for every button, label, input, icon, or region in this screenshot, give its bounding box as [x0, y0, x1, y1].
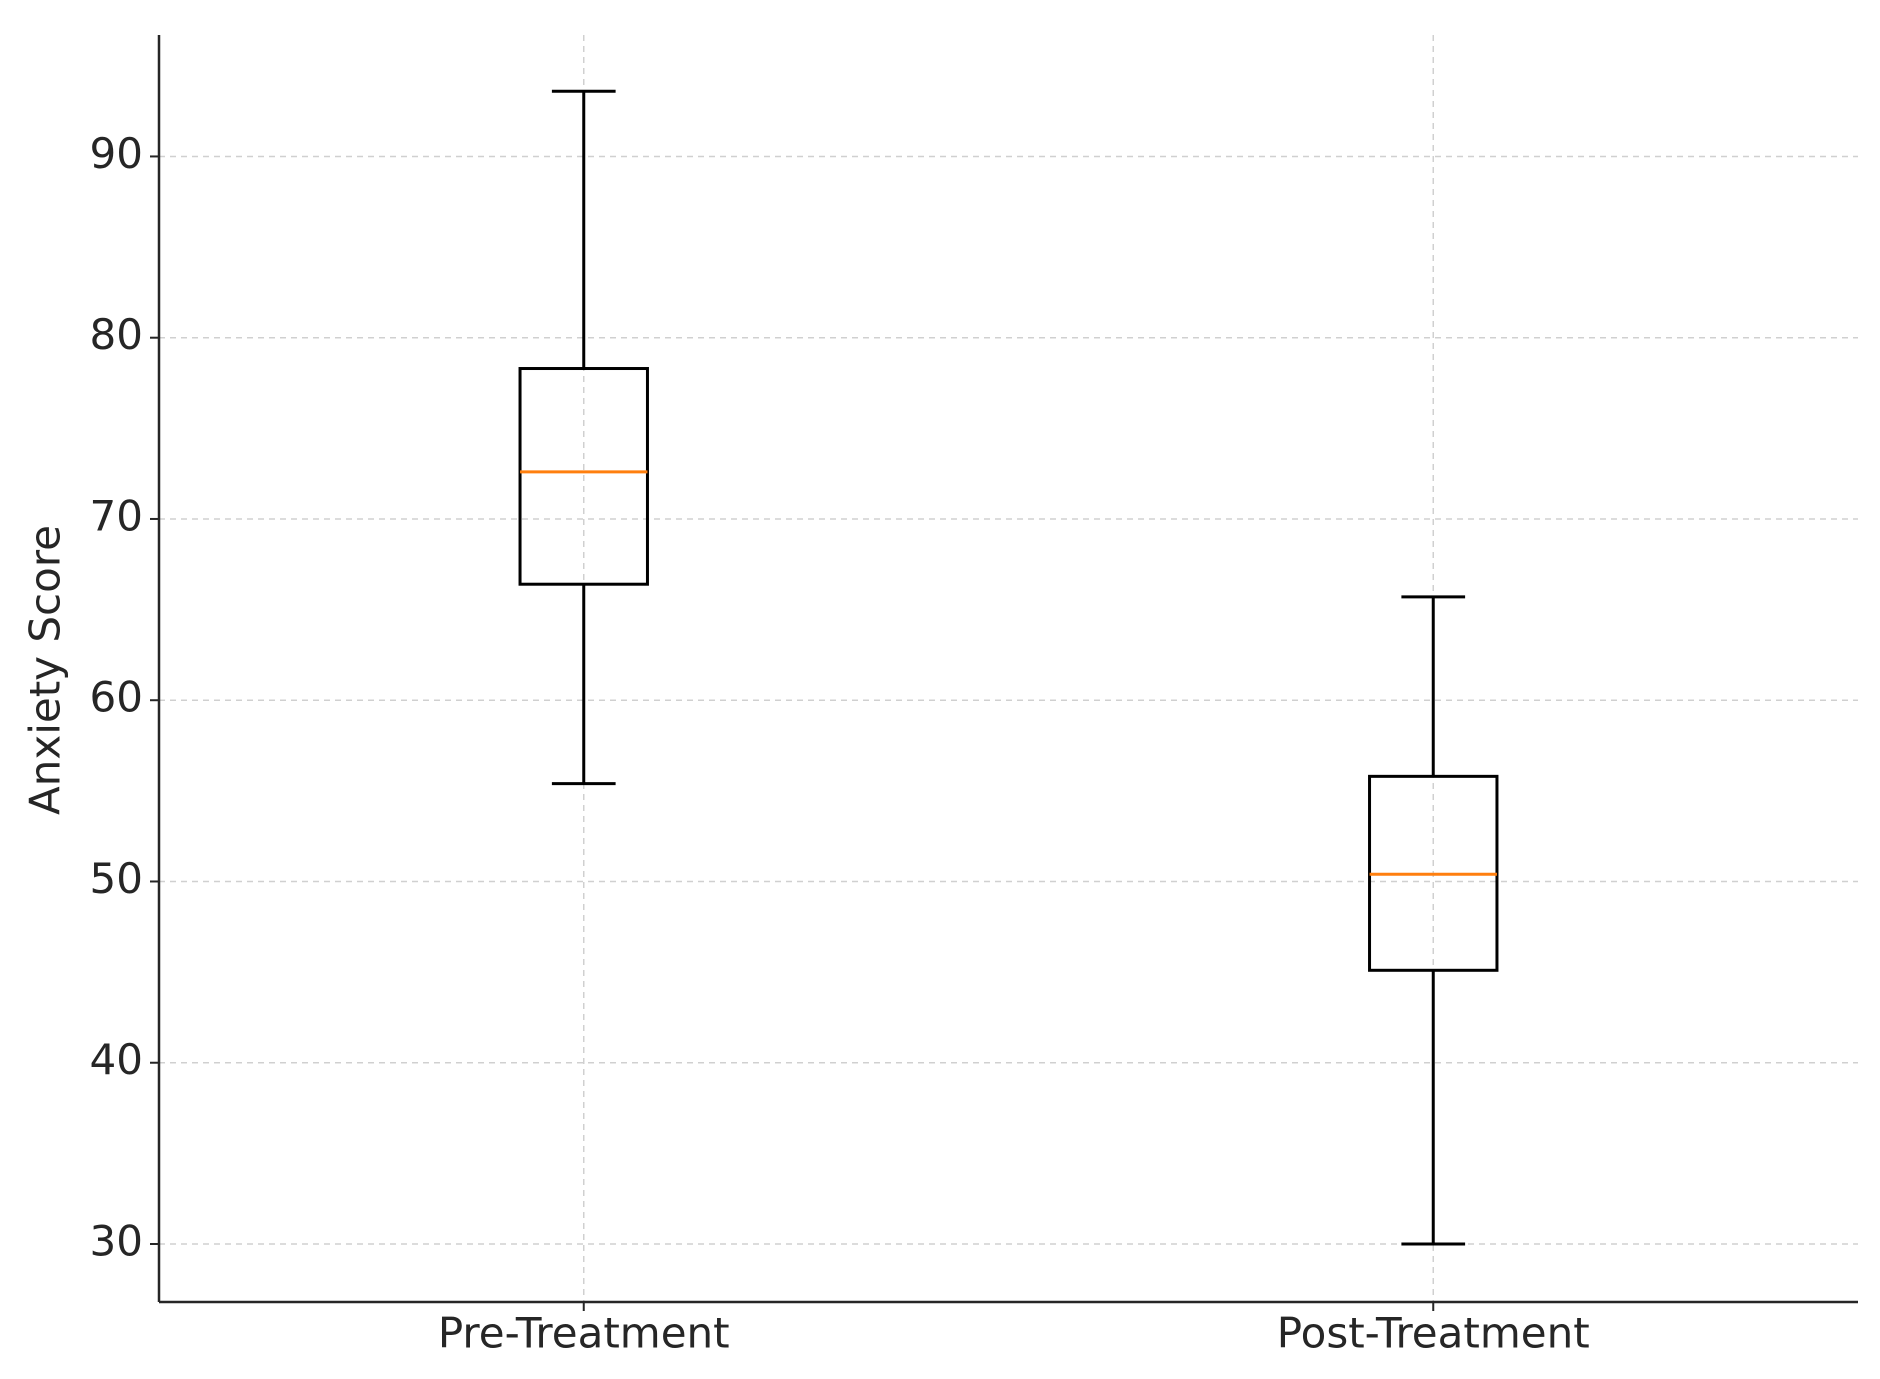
y-tick-label: 70	[90, 491, 143, 540]
y-axis-label: Anxiety Score	[21, 525, 70, 815]
y-tick-label: 50	[90, 854, 143, 903]
x-tick-label: Post-Treatment	[1277, 1309, 1590, 1358]
box	[518, 367, 649, 586]
y-tick-label: 60	[90, 673, 143, 722]
y-tick-label: 90	[90, 129, 143, 178]
y-tick-label: 30	[90, 1216, 143, 1265]
y-tick-label: 80	[90, 310, 143, 359]
x-tick-label: Pre-Treatment	[438, 1309, 730, 1358]
y-tick-label: 40	[90, 1035, 143, 1084]
